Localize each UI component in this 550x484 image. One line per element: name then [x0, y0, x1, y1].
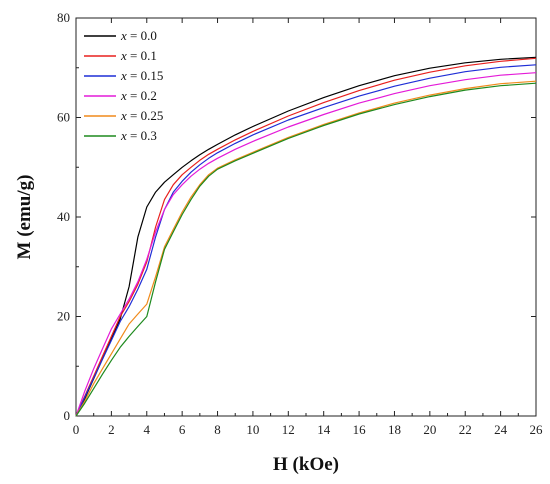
series-line-3 — [75, 72, 537, 417]
y-tick-label: 20 — [57, 309, 70, 324]
series-line-0 — [75, 56, 537, 417]
y-axis-title: M (emu/g) — [14, 175, 35, 260]
legend-entry-1: x = 0.1 — [120, 48, 157, 63]
x-tick-label: 18 — [388, 422, 401, 437]
y-tick-label: 60 — [57, 110, 70, 125]
x-axis-title: H (kOe) — [273, 454, 339, 475]
x-tick-label: 6 — [179, 422, 186, 437]
x-tick-label: 26 — [530, 422, 544, 437]
series-line-5 — [75, 82, 537, 417]
legend-entry-4: x = 0.25 — [120, 108, 163, 123]
x-tick-label: 20 — [423, 422, 436, 437]
legend: x = 0.0 x = 0.1 x = 0.15 x = 0.2 x = 0.25 x =… — [84, 28, 163, 143]
x-tick-label: 16 — [353, 422, 367, 437]
series-line-2 — [75, 64, 537, 417]
y-tick-label: 0 — [64, 408, 71, 423]
x-tick-label: 22 — [459, 422, 472, 437]
y-tick-label: 80 — [57, 10, 70, 25]
x-tick-label: 2 — [108, 422, 115, 437]
y-tick-label: 40 — [57, 209, 70, 224]
x-tick-label: 12 — [282, 422, 295, 437]
x-tick-label: 8 — [214, 422, 221, 437]
x-tick-label: 4 — [144, 422, 151, 437]
series-line-4 — [75, 80, 537, 417]
series-lines — [75, 56, 537, 417]
x-tick-label: 24 — [494, 422, 508, 437]
x-tick-label: 0 — [73, 422, 80, 437]
x-tick-label: 14 — [317, 422, 331, 437]
series-line-1 — [75, 57, 537, 417]
legend-entry-2: x = 0.15 — [120, 68, 163, 83]
legend-entry-3: x = 0.2 — [120, 88, 157, 103]
x-tick-label: 10 — [246, 422, 259, 437]
tick-marks — [75, 17, 537, 417]
legend-entry-0: x = 0.0 — [120, 28, 157, 43]
legend-entry-5: x = 0.3 — [120, 128, 157, 143]
